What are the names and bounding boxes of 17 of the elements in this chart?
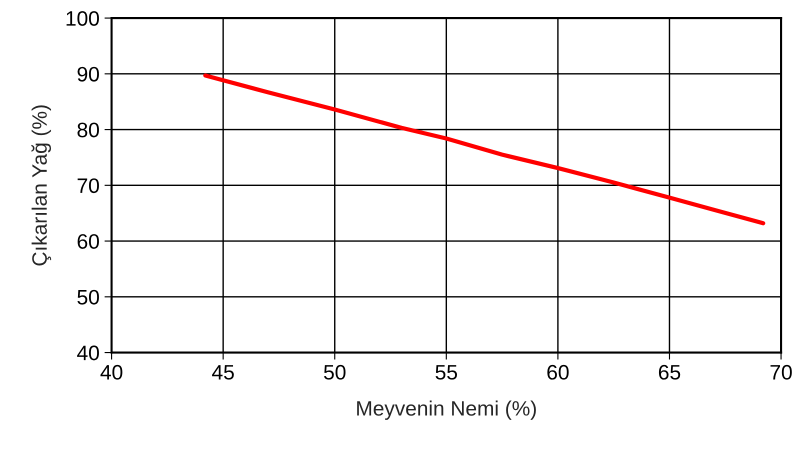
y-tick-label: 80 — [78, 122, 99, 138]
y-tick-label: 50 — [77, 290, 99, 305]
x-tick-label: 70 — [770, 364, 792, 380]
y-tick-label: 40 — [77, 346, 99, 360]
x-tick-label: 40 — [100, 364, 122, 380]
x-tick-label: 60 — [547, 364, 569, 380]
x-tick-label: 50 — [324, 364, 346, 380]
x-tick-label: 65 — [658, 364, 680, 380]
y-tick-label: 90 — [78, 66, 99, 82]
x-axis-title: Meyvenin Nemi (%) — [357, 400, 536, 420]
y-tick-label: 70 — [78, 178, 99, 194]
y-tick-label: 60 — [78, 234, 99, 249]
y-tick-label: 100 — [66, 11, 99, 26]
y-axis-title: Çıkarılan Yağ (%) — [31, 105, 52, 266]
line-series — [203, 73, 766, 226]
x-tick-label: 55 — [436, 365, 458, 380]
x-tick-label: 45 — [212, 365, 234, 380]
